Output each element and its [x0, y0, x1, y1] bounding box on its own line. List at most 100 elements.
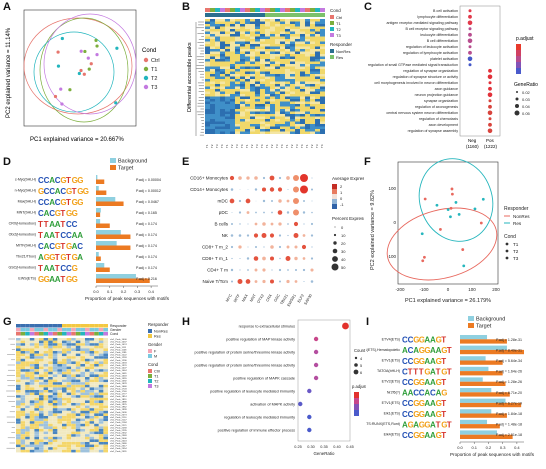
- motif-d-tf-label: Otx2(Homeobox): [9, 233, 36, 237]
- heatmap-b-cell: [235, 126, 240, 129]
- panel-e: E CD16+ Monocytes CD14+ Monocytes mDC pDC B …: [182, 152, 364, 312]
- heatmap-b-cell: [270, 126, 275, 129]
- heatmap-b-cell: [230, 36, 235, 39]
- heatmap-b-cell: [265, 106, 270, 109]
- heatmap-b-cell: [280, 104, 285, 107]
- motif-i-logo-letter: G: [436, 410, 442, 419]
- heatmap-g-cell: [43, 369, 49, 372]
- heatmap-g-cell: [43, 410, 49, 414]
- heatmap-b-cell: [240, 111, 245, 114]
- heatmap-b-cell: [245, 131, 250, 134]
- heatmap-b-cell: [220, 61, 225, 64]
- heatmap-g-cell: [103, 397, 108, 401]
- heatmap-g-cell: [25, 340, 30, 344]
- heatmap-b-cell: [235, 66, 240, 69]
- heatmap-b-col-label: T4: [320, 144, 324, 148]
- heatmap-g-cell: [89, 351, 95, 354]
- heatmap-b-cell: [295, 79, 300, 82]
- pca-f-legend-cond-label: T3: [513, 256, 519, 261]
- motif-i-logo-letter: A: [424, 399, 430, 408]
- heatmap-b-cell: [245, 36, 250, 39]
- motif-i-logo-letter: C: [408, 346, 414, 355]
- motif-d-logo-letter: A: [38, 253, 44, 262]
- heatmap-b-cell: [300, 104, 305, 107]
- heatmap-g-cell: [34, 361, 39, 364]
- heatmap-b-cell: [275, 126, 280, 129]
- heatmap-b-cell: [285, 54, 290, 57]
- heatmap-g-cell: [89, 439, 95, 442]
- heatmap-b-cell: [285, 131, 290, 134]
- expr-e-dot: [303, 223, 305, 225]
- heatmap-b-cell: [245, 69, 250, 72]
- motif-i-logo-letter: G: [419, 336, 425, 345]
- heatmap-g-legend-label: Res: [154, 335, 161, 339]
- heatmap-g-cell: [89, 374, 95, 377]
- heatmap-b-cell: [245, 39, 250, 42]
- heatmap-b-cell: [255, 41, 260, 44]
- heatmap-b-cell: [280, 21, 285, 24]
- heatmap-g-cell: [75, 416, 81, 419]
- heatmap-b-cell: [235, 129, 240, 132]
- heatmap-g-cell: [103, 343, 108, 346]
- heatmap-g-cell: [66, 366, 72, 370]
- go-c-term-label: regulation of synapse organization: [403, 69, 458, 73]
- heatmap-b-cell: [205, 104, 210, 107]
- heatmap-b-cell: [270, 41, 275, 44]
- panel-label-i: I: [366, 316, 370, 328]
- heatmap-b-cell: [290, 126, 295, 129]
- heatmap-b-cell: [225, 39, 230, 42]
- go-c-term-label: regulation of chemotaxis: [419, 117, 458, 121]
- heatmap-g-cell: [57, 418, 62, 422]
- heatmap-b-cell: [265, 64, 270, 67]
- heatmap-b-ylabel: Differential accessible peaks: [187, 42, 193, 112]
- motif-d-logo-letter: T: [55, 231, 60, 240]
- heatmap-b-cell: [250, 104, 255, 107]
- heatmap-b-cell: [245, 119, 250, 122]
- heatmap-g-cell: [16, 358, 21, 362]
- heatmap-g-cell: [103, 439, 108, 442]
- motif-d-logo-letter: T: [44, 220, 49, 229]
- heatmap-g-row-label: chr1_Peak_1740: [110, 390, 127, 393]
- heatmap-b-cell: [240, 54, 245, 57]
- heatmap-g-cell: [34, 418, 39, 422]
- heatmap-b-cell: [205, 54, 210, 57]
- heatmap-g-cell: [20, 397, 26, 401]
- heatmap-g-cell: [85, 429, 90, 432]
- motif-d-padj-label: P.adj = 0.174: [136, 255, 157, 259]
- heatmap-g-cell: [52, 369, 58, 372]
- heatmap-g-cell: [103, 340, 108, 344]
- go-c-term-label: axon development: [429, 123, 458, 127]
- heatmap-b-cell: [300, 121, 305, 124]
- heatmap-b-cell: [300, 109, 305, 112]
- heatmap-g-cell: [98, 447, 104, 450]
- heatmap-g-cell: [85, 351, 90, 354]
- heatmap-g-row-label: chr1_Peak_1999: [110, 408, 127, 411]
- motif-i-bar-target: [460, 360, 503, 365]
- motif-d-logo-letter: T: [66, 198, 71, 207]
- motif-d-logo-letter: C: [66, 220, 72, 229]
- heatmap-b-cell: [315, 94, 320, 97]
- heatmap-g-cell: [103, 392, 108, 396]
- motif-d-logo-letter: G: [66, 242, 72, 251]
- heatmap-g-cell: [20, 392, 26, 396]
- expr-e-dot: [278, 268, 282, 272]
- heatmap-g-cell: [16, 369, 21, 372]
- motif-d-xlabel: Proportion of peak sequences with motifs: [85, 296, 170, 301]
- heatmap-b-cell: [260, 114, 265, 117]
- heatmap-b-cell: [250, 49, 255, 52]
- heatmap-b-cell: [215, 104, 220, 107]
- heatmap-g-cell: [29, 408, 35, 411]
- heatmap-g-cell: [98, 429, 104, 432]
- heatmap-g-cell: [62, 436, 67, 440]
- heatmap-b-cell: [235, 114, 240, 117]
- heatmap-g-cell: [34, 353, 39, 357]
- heatmap-g-cell: [89, 400, 95, 403]
- heatmap-b-cell: [250, 126, 255, 129]
- heatmap-g-cell: [57, 374, 62, 377]
- heatmap-b-cell: [280, 131, 285, 134]
- heatmap-b-cell: [210, 94, 215, 97]
- heatmap-g-cell: [71, 392, 76, 396]
- motif-i-bar-target: [460, 371, 503, 376]
- heatmap-g: ResponderGenderCondchr1_Peak_1000chr1_Pe…: [6, 322, 169, 453]
- pca-f-point: [479, 221, 483, 225]
